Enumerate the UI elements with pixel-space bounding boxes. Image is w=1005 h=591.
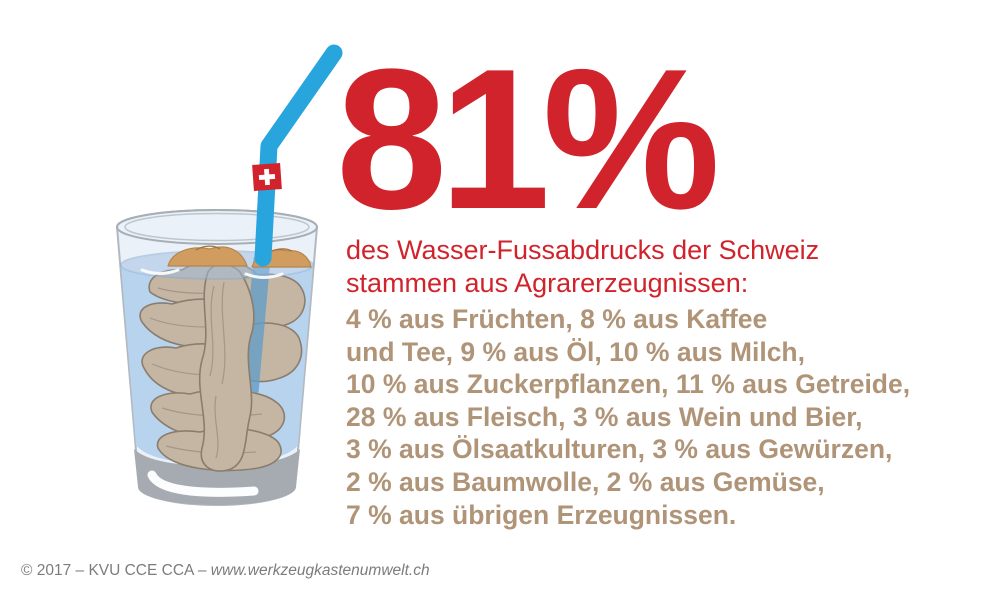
footer-copyright: © 2017 – KVU CCE CCA – xyxy=(21,562,211,579)
subheadline-line-2: stammen aus Agrarerzeugnissen: xyxy=(346,267,749,298)
breakdown-line: 10 % aus Zuckerpflanzen, 11 % aus Getrei… xyxy=(346,369,911,400)
breakdown-line: und Tee, 9 % aus Öl, 10 % aus Milch, xyxy=(346,336,805,367)
straw-underwater xyxy=(241,257,271,393)
breakdown-line: 28 % aus Fleisch, 3 % aus Wein und Bier, xyxy=(346,401,863,432)
meat-fold xyxy=(198,263,255,472)
breakdown-line: 7 % aus übrigen Erzeugnissen. xyxy=(346,499,737,530)
glass-base-highlight xyxy=(147,470,259,497)
footer-credit: © 2017 – KVU CCE CCA – www.werkzeugkaste… xyxy=(21,561,430,581)
glass-rim xyxy=(116,209,318,245)
subheadline: des Wasser-Fussabdrucks der Schweiz stam… xyxy=(346,234,819,299)
breakdown-line: 2 % aus Baumwolle, 2 % aus Gemüse, xyxy=(346,466,825,497)
straw xyxy=(252,44,343,267)
subheadline-line-1: des Wasser-Fussabdrucks der Schweiz xyxy=(346,235,820,265)
swiss-flag-icon xyxy=(252,163,282,191)
headline-percentage: 81% xyxy=(336,28,720,251)
breakdown-list: 4 % aus Früchten, 8 % aus Kaffee und Tee… xyxy=(346,303,910,531)
footer-website-link[interactable]: www.werkzeugkastenumwelt.ch xyxy=(210,562,430,579)
breakdown-line: 4 % aus Früchten, 8 % aus Kaffee xyxy=(346,304,768,334)
straw-tube xyxy=(254,44,343,267)
water-ripples xyxy=(140,268,284,279)
breakdown-line: 3 % aus Ölsaatkulturen, 3 % aus Gewürzen… xyxy=(346,434,893,465)
